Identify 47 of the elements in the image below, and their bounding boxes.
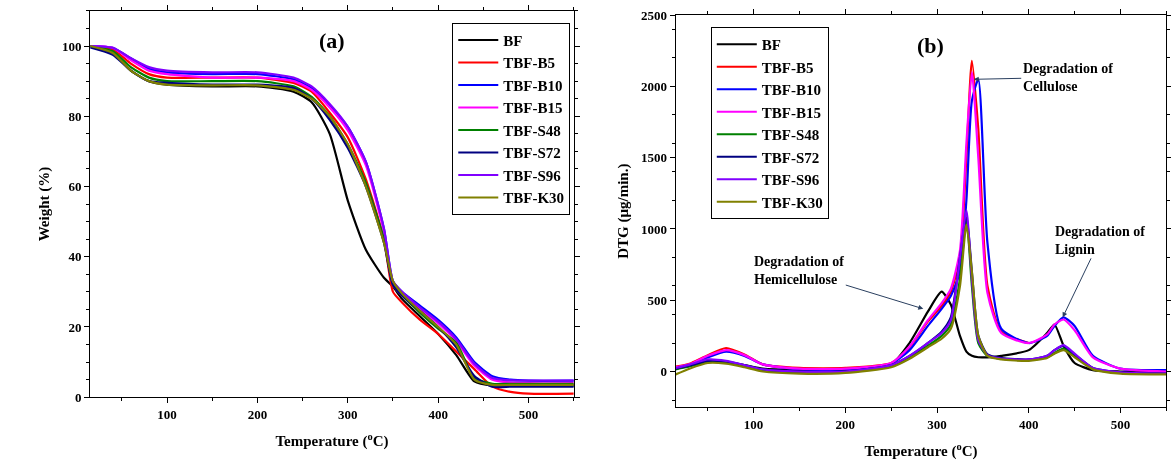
legend-label: TBF-B10 bbox=[761, 82, 821, 99]
legend-label: TBF-B10 bbox=[503, 77, 563, 94]
x-tick-label: 100 bbox=[157, 406, 177, 422]
legend-label: TBF-S72 bbox=[503, 145, 561, 162]
legend-label: BF bbox=[761, 37, 781, 54]
annotation: Degradation of Cellulose bbox=[1023, 61, 1114, 95]
x-tick-label: 300 bbox=[927, 416, 947, 432]
text: (a) bbox=[319, 28, 345, 53]
legend-label: TBF-K30 bbox=[503, 190, 565, 207]
x-tick-label: 400 bbox=[1019, 416, 1039, 432]
legend-label: TBF-B15 bbox=[761, 104, 821, 121]
x-tick-label: 300 bbox=[338, 406, 358, 422]
x-tick-label: 200 bbox=[835, 416, 856, 432]
y-tick-label: 500 bbox=[647, 292, 667, 308]
legend-label: TBF-S96 bbox=[503, 167, 562, 184]
y-tick-label: 100 bbox=[61, 38, 82, 54]
x-axis-title: Temperature ($^{o}$C) bbox=[864, 440, 978, 460]
x-tick-label: 500 bbox=[518, 406, 539, 422]
legend-label: BF bbox=[503, 32, 523, 49]
legend-label: TBF-B5 bbox=[503, 55, 555, 72]
y-axis-title: DTG (μg/min.) bbox=[615, 163, 633, 259]
x-axis-title: Temperature ($^{o}$C) bbox=[275, 430, 389, 450]
y-tick-label: 80 bbox=[68, 108, 82, 124]
y-tick-label: 1000 bbox=[640, 221, 667, 237]
legend-label: TBF-B5 bbox=[761, 59, 814, 76]
legend-label: TBF-B15 bbox=[503, 100, 563, 117]
legend-label: TBF-S96 bbox=[761, 172, 820, 189]
annotation: Degradation of Hemicellulose bbox=[754, 254, 845, 288]
y-tick-label: 2500 bbox=[640, 7, 667, 23]
x-tick-label: 200 bbox=[247, 406, 268, 422]
annotation: Degradation of Lignin bbox=[1055, 224, 1146, 258]
legend-label: TBF-S72 bbox=[761, 149, 820, 166]
y-tick-label: 20 bbox=[68, 319, 82, 335]
y-tick-label: 40 bbox=[68, 249, 82, 265]
legend-label: TBF-S48 bbox=[761, 127, 820, 144]
legend-label: TBF-S48 bbox=[503, 122, 561, 139]
x-tick-label: 400 bbox=[428, 406, 448, 422]
x-tick-label: 500 bbox=[1110, 416, 1131, 432]
y-tick-label: 0 bbox=[74, 389, 82, 405]
y-tick-label: 2000 bbox=[640, 78, 667, 94]
legend-label: TBF-K30 bbox=[761, 194, 823, 211]
y-tick-label: 0 bbox=[660, 364, 667, 380]
x-tick-label: 100 bbox=[743, 416, 764, 432]
y-axis-title: Weight (%) bbox=[36, 166, 54, 242]
y-tick-label: 60 bbox=[68, 179, 82, 195]
text: (b) bbox=[917, 33, 944, 58]
y-tick-label: 1500 bbox=[640, 150, 667, 166]
